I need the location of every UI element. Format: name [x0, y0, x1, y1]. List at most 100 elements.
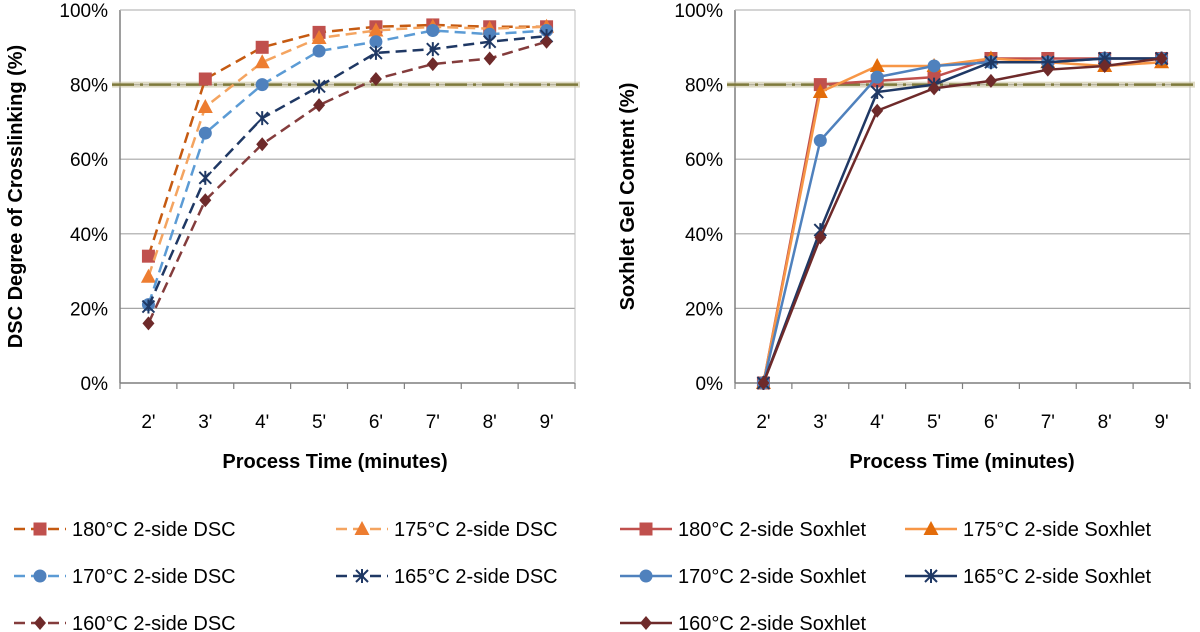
series-line [147, 29, 547, 306]
data-point [368, 22, 384, 37]
data-point [256, 137, 269, 152]
data-point [198, 72, 212, 86]
data-point [1041, 62, 1054, 77]
legend-label: 175°C 2-side Soxhlet [963, 519, 1152, 541]
data-point [197, 98, 213, 113]
x-tick-label: 2' [141, 412, 155, 433]
data-point [426, 57, 439, 72]
data-point [141, 249, 155, 263]
x-tick-label: 9' [1154, 412, 1168, 433]
x-tick-label: 8' [1098, 412, 1112, 433]
series-2 [755, 50, 1170, 389]
x-tick-label: 2' [756, 412, 770, 433]
data-point [255, 111, 269, 126]
y-tick-label: 20% [70, 299, 108, 320]
x-tick-label: 7' [426, 412, 440, 433]
data-point [869, 57, 885, 72]
legend-label: 175°C 2-side DSC [394, 519, 558, 541]
series-line [147, 23, 547, 257]
x-tick-label: 6' [984, 412, 998, 433]
data-point [927, 59, 941, 73]
data-point [813, 134, 827, 148]
x-tick-label: 8' [483, 412, 497, 433]
data-point [369, 45, 383, 60]
legend-entry: 170°C 2-side Soxhlet [620, 566, 867, 588]
legend-marker [34, 616, 46, 630]
x-tick-label: 7' [1041, 412, 1055, 433]
x-tick-label: 9' [539, 412, 553, 433]
data-point [984, 55, 998, 70]
legend-label: 160°C 2-side DSC [72, 613, 236, 632]
legend-entry: 165°C 2-side Soxhlet [905, 566, 1152, 588]
data-point [426, 42, 440, 57]
data-point [812, 84, 828, 99]
series-5 [142, 34, 553, 331]
legend-marker [33, 522, 47, 536]
legend-label: 165°C 2-side DSC [394, 566, 558, 588]
data-point [426, 24, 440, 38]
x-tick-label: 5' [312, 412, 326, 433]
series-4 [756, 51, 1169, 390]
data-point [312, 44, 326, 58]
legend-entry: 160°C 2-side Soxhlet [620, 613, 867, 632]
data-point [199, 193, 212, 208]
y-tick-label: 60% [70, 150, 108, 171]
legend: 180°C 2-side Soxhlet 175°C 2-side Soxhlet… [620, 519, 1152, 632]
legend-entry: 160°C 2-side DSC [14, 613, 236, 632]
data-point [871, 103, 884, 118]
x-axis-title: Process Time (minutes) [222, 451, 447, 473]
data-point [369, 72, 382, 87]
x-tick-label: 3' [813, 412, 827, 433]
legend-marker [640, 616, 652, 630]
data-point [141, 299, 156, 314]
series-line [147, 25, 547, 278]
data-point [312, 79, 326, 94]
y-tick-label: 100% [59, 1, 108, 22]
legend-entry: 175°C 2-side DSC [336, 519, 558, 541]
data-point [313, 98, 326, 113]
legend-label: 160°C 2-side Soxhlet [678, 613, 867, 632]
data-point [540, 34, 553, 49]
chart-2: 0% 20% 40% 60% 80% 100% 2' 3' 4' 5' 6' 7' 8' 9' Soxhle… [617, 1, 1195, 632]
data-point [255, 78, 269, 92]
series-line [762, 57, 1162, 384]
x-axis-title: Process Time (minutes) [849, 451, 1074, 473]
data-point [928, 81, 941, 96]
data-point [198, 170, 213, 185]
legend-label: 180°C 2-side DSC [72, 519, 236, 541]
legend-marker [639, 569, 653, 583]
data-point [870, 85, 884, 100]
data-point [984, 73, 997, 88]
y-tick-label: 80% [70, 76, 108, 97]
data-point [870, 70, 884, 84]
data-point [1155, 51, 1168, 66]
legend-entry: 175°C 2-side Soxhlet [905, 519, 1152, 541]
legend-marker [33, 569, 47, 583]
legend: 180°C 2-side DSC 175°C 2-side DSC 170°C 2-… [14, 519, 558, 632]
legend-marker [355, 569, 369, 583]
series-line [147, 40, 547, 324]
y-tick-label: 40% [685, 225, 723, 246]
data-point [757, 376, 770, 390]
data-point [255, 40, 269, 54]
data-point [814, 230, 827, 245]
x-tick-label: 5' [927, 412, 941, 433]
series-3 [141, 24, 554, 312]
y-tick-label: 20% [685, 299, 723, 320]
legend-entry: 180°C 2-side DSC [14, 519, 236, 541]
series-line [147, 34, 547, 308]
series-4 [141, 29, 554, 314]
data-point [254, 54, 270, 69]
data-point [311, 29, 327, 44]
data-point [369, 35, 383, 49]
x-tick-label: 6' [369, 412, 383, 433]
legend-marker [354, 521, 370, 535]
legend-label: 170°C 2-side Soxhlet [678, 566, 867, 588]
legend-entry: 170°C 2-side DSC [14, 566, 236, 588]
x-tick-label: 3' [198, 412, 212, 433]
data-point [140, 268, 156, 283]
chart-1: 0% 20% 40% 60% 80% 100% 2' 3' 4' 5' 6' 7' 8' 9' DSC De… [5, 1, 580, 632]
legend-label: 170°C 2-side DSC [72, 566, 236, 588]
legend-entry: 180°C 2-side Soxhlet [620, 519, 867, 541]
legend-marker [924, 569, 938, 583]
